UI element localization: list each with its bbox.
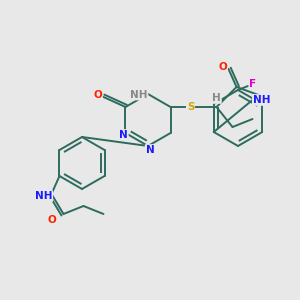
Text: N: N xyxy=(119,130,128,140)
Text: F: F xyxy=(249,79,256,89)
Text: H: H xyxy=(212,93,221,103)
Text: O: O xyxy=(47,215,56,225)
Text: NH: NH xyxy=(253,95,270,105)
Text: N: N xyxy=(146,145,154,155)
Text: S: S xyxy=(187,102,194,112)
Text: NH: NH xyxy=(130,89,148,100)
Text: O: O xyxy=(93,90,102,100)
Text: O: O xyxy=(218,62,227,72)
Text: NH: NH xyxy=(35,191,52,201)
